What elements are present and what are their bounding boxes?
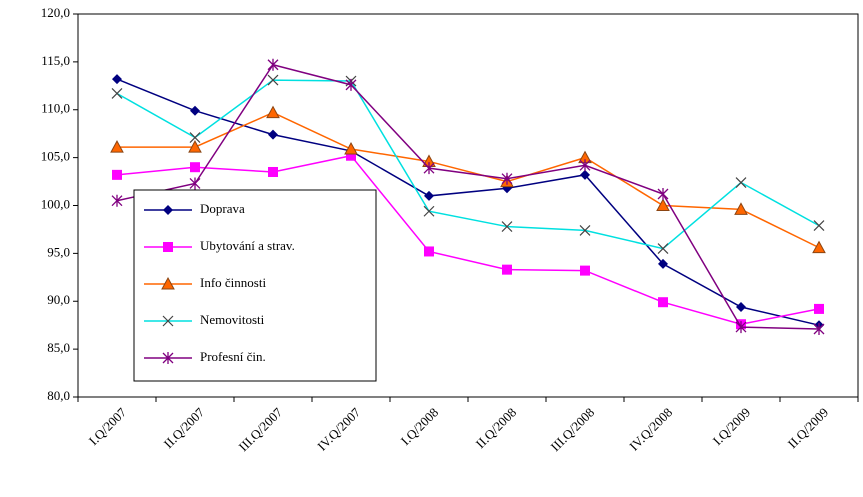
marker <box>266 105 280 119</box>
marker <box>346 150 356 161</box>
legend-marker <box>163 205 173 215</box>
marker <box>188 140 202 153</box>
y-tick-label: 85,0 <box>47 340 70 355</box>
marker <box>580 169 590 180</box>
legend-label: Info činnosti <box>200 275 266 290</box>
series <box>110 105 826 254</box>
marker <box>112 74 122 85</box>
marker <box>267 58 279 71</box>
series-line <box>116 63 820 330</box>
series-line <box>116 78 820 326</box>
y-tick-label: 100,0 <box>41 196 70 211</box>
marker <box>580 265 590 276</box>
marker <box>268 166 278 177</box>
x-tick-label: I.Q/2008 <box>398 405 442 449</box>
marker <box>734 202 748 215</box>
marker <box>423 162 435 175</box>
marker <box>579 224 591 236</box>
marker <box>111 194 123 207</box>
y-tick-label: 80,0 <box>47 388 70 403</box>
y-tick-label: 115,0 <box>41 53 70 68</box>
x-tick-label: II.Q/2008 <box>473 405 520 452</box>
y-tick-label: 95,0 <box>47 244 70 259</box>
legend-label: Profesní čin. <box>200 349 266 364</box>
y-tick-label: 110,0 <box>41 101 70 116</box>
x-tick-label: III.Q/2007 <box>236 404 286 454</box>
y-tick-label: 90,0 <box>47 292 70 307</box>
marker <box>501 172 513 185</box>
marker <box>345 78 357 91</box>
marker <box>268 129 278 140</box>
marker <box>735 321 747 334</box>
marker <box>502 264 512 275</box>
marker <box>812 240 826 254</box>
marker <box>735 177 747 188</box>
marker <box>110 140 124 153</box>
marker <box>814 303 824 314</box>
marker <box>813 323 825 336</box>
marker <box>736 301 746 312</box>
x-tick-label: IV.Q/2008 <box>626 405 675 454</box>
x-tick-label: II.Q/2009 <box>785 405 832 452</box>
marker <box>267 74 279 86</box>
marker <box>112 169 122 180</box>
legend-label: Ubytování a strav. <box>200 238 295 253</box>
marker <box>813 220 825 232</box>
marker <box>658 297 668 308</box>
series-line <box>116 154 820 326</box>
series-line <box>116 79 820 250</box>
x-tick-label: III.Q/2008 <box>548 405 598 455</box>
marker <box>658 258 668 269</box>
y-tick-label: 120,0 <box>41 5 70 20</box>
marker <box>424 246 434 257</box>
marker <box>344 141 358 155</box>
x-tick-label: I.Q/2009 <box>710 405 754 449</box>
marker <box>423 205 435 217</box>
series <box>111 58 825 336</box>
marker <box>579 159 591 172</box>
x-tick-label: I.Q/2007 <box>86 404 130 448</box>
marker <box>189 132 201 143</box>
y-tick-label: 105,0 <box>41 149 70 164</box>
legend-marker <box>163 242 173 252</box>
legend-marker <box>161 276 175 290</box>
legend-label: Nemovitosti <box>200 312 265 327</box>
marker <box>657 243 669 255</box>
legend-marker <box>162 352 174 364</box>
marker <box>111 88 123 99</box>
marker <box>656 198 670 211</box>
marker <box>424 190 434 201</box>
marker <box>190 162 200 173</box>
x-tick-label: II.Q/2007 <box>161 404 208 451</box>
legend-marker <box>162 315 174 327</box>
legend-box <box>133 189 377 382</box>
legend-label: Doprava <box>200 201 245 216</box>
marker <box>189 177 201 190</box>
marker <box>190 105 200 116</box>
x-tick-label: IV.Q/2007 <box>314 404 363 453</box>
series <box>111 74 825 255</box>
marker <box>501 221 513 232</box>
marker <box>657 188 669 201</box>
series-line <box>117 111 820 249</box>
